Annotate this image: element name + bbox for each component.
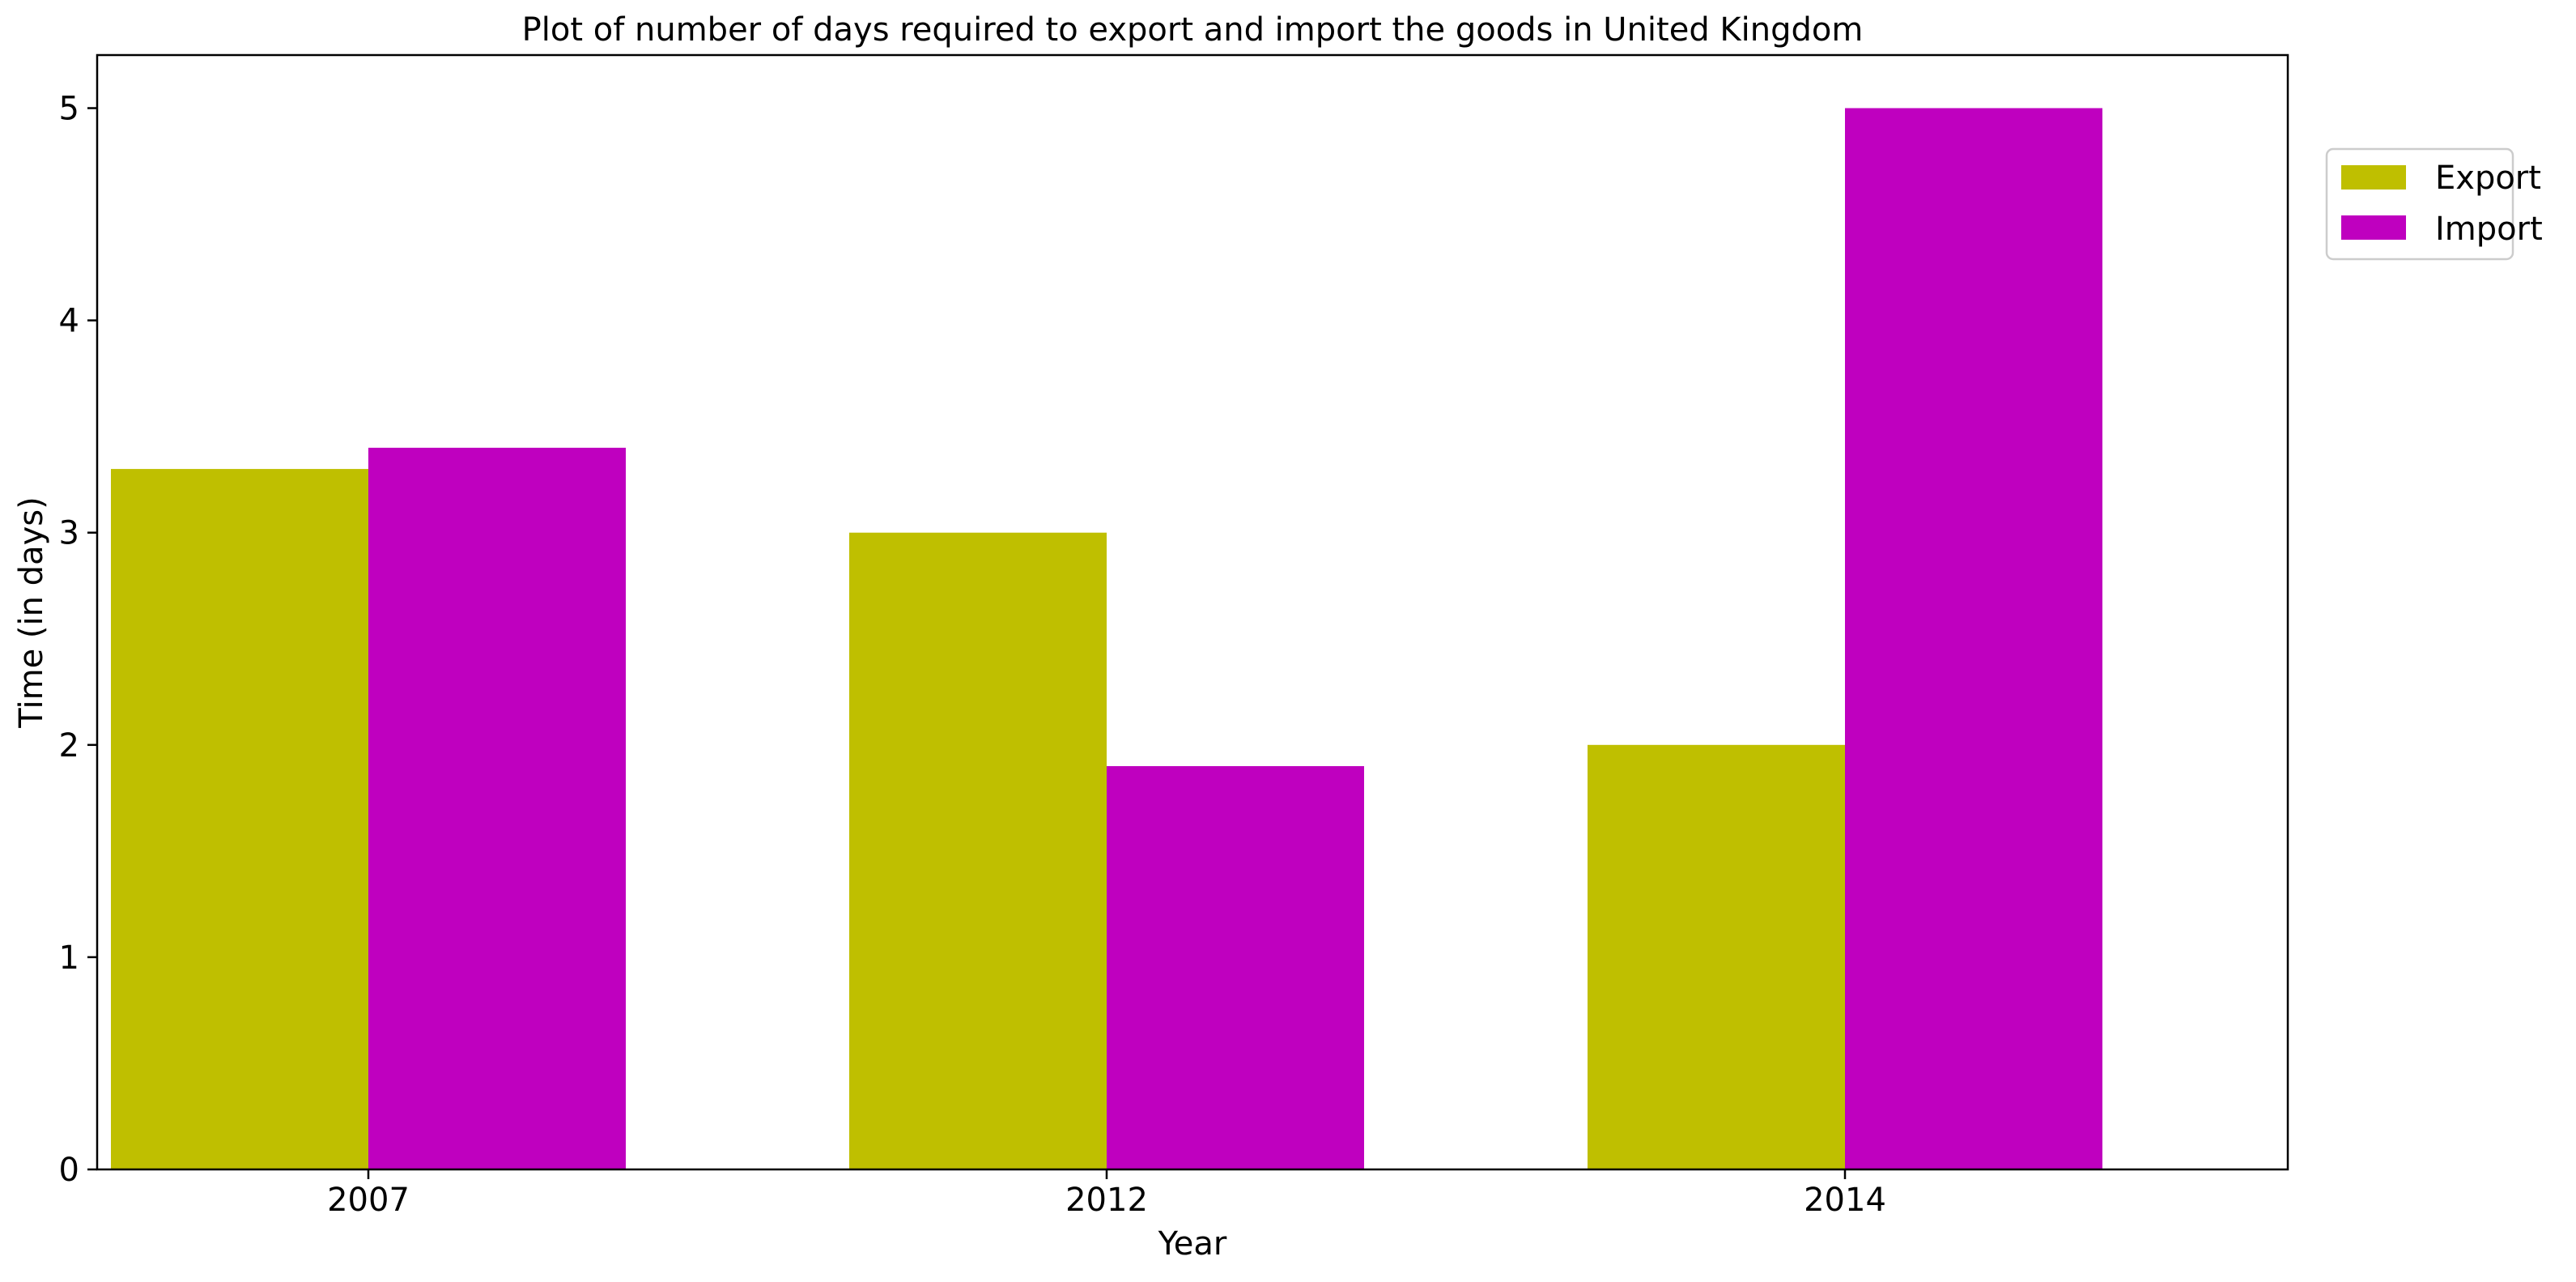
bars-layer	[111, 108, 2102, 1169]
chart-title: Plot of number of days required to expor…	[522, 11, 1864, 49]
x-axis-label: Year	[1158, 1225, 1227, 1263]
y-tick-label-0: 0	[59, 1152, 79, 1189]
x-tick-label-2012: 2012	[1065, 1182, 1148, 1219]
bar-export-2014	[1588, 744, 1845, 1169]
legend: Export Import	[2325, 147, 2543, 261]
legend-label-export: Export	[2435, 160, 2541, 197]
bar-import-2014	[1845, 108, 2102, 1169]
legend-swatch-import	[2341, 215, 2406, 240]
y-tick-label-2: 2	[59, 727, 79, 765]
y-tick-label-5: 5	[59, 91, 79, 128]
y-tick-label-3: 3	[59, 515, 79, 552]
y-tick-label-4: 4	[59, 303, 79, 340]
bar-import-2007	[368, 447, 626, 1169]
x-tick-label-2007: 2007	[327, 1182, 410, 1219]
legend-swatch-export	[2341, 165, 2406, 190]
axis-layer: 2007 2012 2014 0 1 2 3 4 5	[59, 91, 1886, 1219]
x-tick-label-2014: 2014	[1804, 1182, 1886, 1219]
plot-area-frame	[96, 53, 2289, 1171]
bar-import-2012	[1107, 766, 1364, 1169]
legend-label-import: Import	[2435, 211, 2543, 248]
y-tick-label-1: 1	[59, 939, 79, 977]
y-axis-label: Time (in days)	[13, 496, 50, 728]
bar-export-2012	[849, 532, 1107, 1169]
bar-export-2007	[111, 469, 368, 1169]
